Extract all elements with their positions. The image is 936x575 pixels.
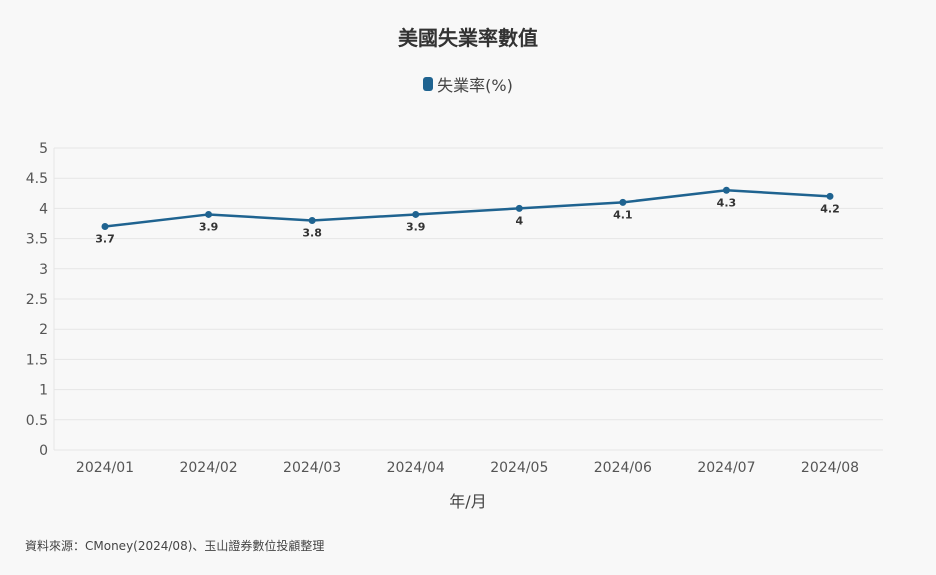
data-point <box>205 210 213 218</box>
y-tick-label: 3.5 <box>26 232 48 248</box>
y-tick-label: 2 <box>39 322 48 338</box>
y-tick-label: 2.5 <box>26 292 48 308</box>
x-tick-label: 2024/04 <box>387 460 445 476</box>
x-tick-label: 2024/03 <box>283 460 341 476</box>
data-point <box>515 204 523 212</box>
data-label: 3.9 <box>406 220 426 233</box>
y-tick-label: 1.5 <box>26 352 48 368</box>
y-tick-label: 1 <box>39 383 48 399</box>
chart-legend[interactable]: 失業率(%) <box>0 72 936 96</box>
data-point <box>722 186 730 194</box>
y-tick-label: 3 <box>39 262 48 278</box>
data-label: 4.1 <box>613 208 633 221</box>
data-point <box>308 216 316 224</box>
x-tick-label: 2024/01 <box>76 460 134 476</box>
data-point <box>826 192 834 200</box>
legend-label: 失業率(%) <box>437 76 513 95</box>
source-note: 資料來源：CMoney(2024/08)、玉山證券數位投顧整理 <box>25 539 325 553</box>
x-tick-label: 2024/05 <box>490 460 548 476</box>
y-tick-label: 4 <box>39 201 48 217</box>
data-label: 3.8 <box>302 226 322 239</box>
y-tick-label: 0.5 <box>26 413 48 429</box>
data-point <box>619 198 627 206</box>
x-axis-label: 年/月 <box>449 492 486 511</box>
data-label: 4 <box>515 214 523 227</box>
data-label: 4.3 <box>717 196 737 209</box>
x-tick-label: 2024/02 <box>179 460 237 476</box>
data-label: 3.9 <box>199 220 219 233</box>
data-point <box>101 223 109 231</box>
data-label: 3.7 <box>95 233 115 246</box>
y-tick-label: 0 <box>39 443 48 459</box>
y-tick-label: 5 <box>39 141 48 157</box>
y-tick-label: 4.5 <box>26 171 48 187</box>
x-tick-label: 2024/08 <box>801 460 859 476</box>
data-label: 4.2 <box>820 202 840 215</box>
x-tick-label: 2024/07 <box>697 460 755 476</box>
data-point <box>412 210 420 218</box>
x-tick-label: 2024/06 <box>594 460 652 476</box>
chart-title: 美國失業率數值 <box>398 26 538 50</box>
series-line <box>104 189 831 228</box>
legend-swatch <box>423 77 434 91</box>
